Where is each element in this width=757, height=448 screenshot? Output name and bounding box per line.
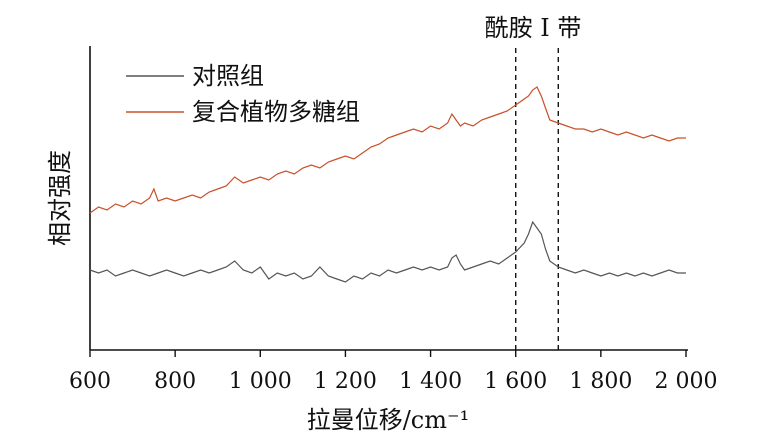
x-tick-label: 1 200: [314, 369, 377, 394]
reference-lines: [515, 48, 559, 350]
x-tick-label: 600: [69, 369, 111, 394]
series-line-polysaccharide: [89, 86, 686, 214]
x-tick-label: 1 600: [484, 369, 547, 394]
x-tick-label: 1 800: [569, 369, 632, 394]
x-tick-label: 2 000: [655, 369, 718, 394]
x-tick-label: 1 000: [229, 369, 292, 394]
amide-band-label: 酰胺 I 带: [485, 14, 582, 42]
series-layer: [89, 86, 686, 283]
legend-label: 对照组: [192, 62, 264, 90]
x-axis-label: 拉曼位移/cm⁻¹: [307, 406, 470, 434]
axes-layer: 600 800 1 000 1 200 1 400 1 600 1 800 2 000: [69, 46, 717, 394]
x-tick-label: 800: [154, 369, 196, 394]
series-line-control: [89, 220, 686, 283]
legend-label: 复合植物多糖组: [192, 98, 360, 126]
y-axis-label: 相对强度: [46, 150, 74, 246]
x-tick-label: 1 400: [399, 369, 462, 394]
chart-text: 拉曼位移/cm⁻¹ 相对强度 酰胺 I 带: [46, 14, 581, 434]
